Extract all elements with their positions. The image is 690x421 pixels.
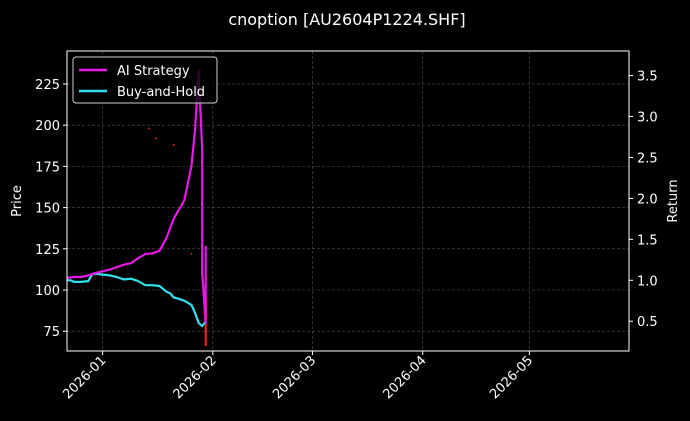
legend-box (72, 56, 218, 104)
y-axis-label: Price (10, 185, 25, 217)
y2-axis-label: Return (666, 179, 681, 222)
legend: AI Strategy Buy-and-Hold (72, 56, 218, 104)
signal-point (155, 137, 157, 140)
y-tick-label: 175 (35, 160, 60, 175)
y-tick-label: 200 (35, 119, 60, 134)
y-tick-label: 150 (35, 202, 60, 217)
buy-and-hold-line (67, 272, 207, 328)
y2-tick-label: 1.0 (637, 274, 658, 289)
y2-tick-label: 0.5 (637, 315, 658, 330)
y2-tick-label: 1.5 (637, 233, 658, 248)
y-tick-label: 75 (43, 325, 60, 340)
y-tick-label: 225 (35, 78, 60, 93)
legend-label-buy-and-hold: Buy-and-Hold (117, 85, 205, 100)
y-tick-label: 100 (35, 284, 60, 299)
grid-layer (67, 51, 629, 351)
legend-label-ai-strategy: AI Strategy (117, 64, 190, 79)
y2-tick-label: 3.5 (637, 70, 658, 85)
plot-frame (66, 50, 630, 352)
y-tick-label: 125 (35, 243, 60, 258)
signal-point (172, 144, 175, 146)
y2-tick-label: 3.0 (637, 111, 658, 126)
y2-tick-label: 2.5 (637, 151, 658, 166)
chart-title: cnoption [AU2604P1224.SHF] (228, 10, 465, 29)
y2-tick-label: 2.0 (637, 192, 658, 207)
signal-point (190, 252, 193, 255)
signal-point (147, 127, 150, 130)
